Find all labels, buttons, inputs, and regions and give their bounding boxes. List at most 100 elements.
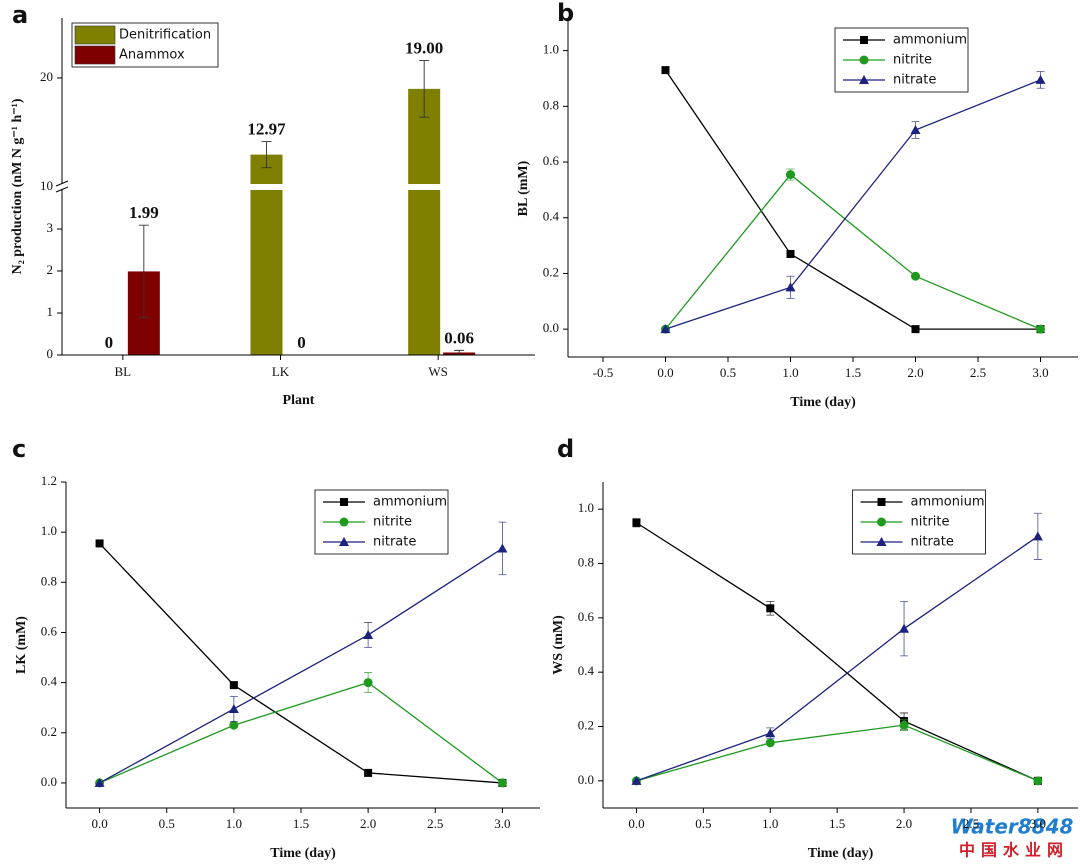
legend-label: Denitrification (119, 28, 211, 43)
y-tick-label: 0.6 (41, 623, 58, 638)
marker (228, 703, 239, 713)
panel-letter: c (12, 435, 26, 463)
series-line (664, 173, 1041, 330)
legend-label: ammonium (893, 33, 967, 48)
series-line (99, 542, 503, 784)
y-axis-label: BL (mM) (516, 160, 531, 216)
y-tick-label: 0.2 (543, 264, 559, 279)
y-tick-label: 1.0 (41, 523, 57, 538)
legend-marker (339, 537, 349, 546)
marker (661, 66, 670, 75)
x-tick-label: 1.0 (226, 816, 242, 831)
panel-letter: a (12, 1, 28, 29)
value-label: 0.06 (444, 328, 474, 347)
x-tick-label: 2.5 (970, 365, 986, 380)
marker (1035, 74, 1046, 84)
legend-swatch (74, 25, 116, 45)
marker (1036, 324, 1045, 334)
x-axis-label: Time (day) (808, 846, 874, 861)
x-axis-label: Time (day) (790, 395, 856, 410)
x-tick-label: LK (272, 364, 290, 379)
series-line (636, 522, 1039, 782)
y-tick-label: 3 (47, 220, 54, 235)
legend-label: nitrite (893, 53, 932, 68)
y-tick-label: 0.2 (41, 724, 57, 739)
y-tick-label: 0.8 (578, 554, 594, 569)
marker (94, 777, 105, 787)
legend-marker (876, 537, 887, 546)
marker (660, 324, 671, 334)
x-tick-label: 3.0 (1032, 365, 1048, 380)
marker (786, 170, 795, 180)
x-tick-label: 0.5 (159, 816, 175, 831)
legend-swatch (74, 45, 116, 65)
x-tick-label: 0.5 (720, 365, 736, 380)
marker (497, 543, 508, 553)
bar (408, 88, 441, 355)
x-tick-label: 0.0 (628, 816, 644, 831)
marker (785, 282, 796, 292)
y-tick-label: 0.6 (543, 153, 560, 168)
x-tick-label: 2.0 (907, 365, 923, 380)
y-tick-label: 0.6 (578, 609, 595, 624)
x-tick-label: 1.0 (762, 816, 778, 831)
legend-label: ammonium (373, 495, 447, 510)
y-axis-label: WS (mM) (551, 615, 566, 675)
marker (911, 325, 920, 334)
marker (766, 604, 775, 613)
marker (1032, 531, 1043, 541)
y-tick-label: 0.4 (41, 674, 58, 689)
marker (363, 629, 374, 639)
x-tick-label: BL (115, 364, 132, 379)
y-tick-label: 0 (47, 346, 54, 361)
y-tick-label: 1.2 (41, 473, 57, 488)
error-bar (138, 224, 149, 319)
y-tick-label: 0.8 (543, 97, 559, 112)
y-tick-label: 20 (40, 69, 53, 84)
marker (899, 720, 909, 730)
x-axis-label: Time (day) (270, 846, 336, 861)
y-tick-label: 1.0 (578, 500, 594, 515)
y-tick-label: 0.0 (543, 320, 559, 335)
watermark-text: 中国水业网 (959, 841, 1069, 860)
marker (363, 678, 373, 688)
x-tick-label: -0.5 (593, 365, 614, 380)
y-tick-label: 0.0 (41, 774, 57, 789)
x-tick-label: 0.0 (91, 816, 107, 831)
legend-label: nitrate (893, 73, 936, 88)
error-bar (261, 141, 272, 169)
x-tick-label: WS (428, 364, 448, 379)
x-tick-label: 3.0 (494, 816, 510, 831)
series-line (99, 547, 503, 784)
marker (765, 728, 776, 738)
value-label: 1.99 (129, 203, 159, 222)
legend-label: ammonium (911, 495, 985, 510)
legend-marker (877, 498, 886, 506)
legend-label: nitrite (373, 515, 412, 530)
x-tick-label: 2.5 (963, 816, 979, 831)
value-label: 0 (297, 333, 306, 352)
y-tick-label: 0.2 (578, 717, 594, 732)
x-tick-label: 0.5 (695, 816, 711, 831)
y-axis-label: N₂ production (nM N g⁻¹ h⁻¹) (10, 98, 25, 274)
series-line (636, 535, 1039, 782)
watermark-logo: Water8848 (951, 815, 1074, 839)
y-tick-label: 2 (47, 262, 54, 277)
panel-letter: d (557, 435, 574, 463)
value-label: 12.97 (247, 119, 286, 138)
y-tick-label: 10 (40, 178, 53, 193)
x-tick-label: 1.5 (293, 816, 309, 831)
marker (910, 125, 921, 135)
axis-break-gap (63, 184, 536, 190)
x-axis-label: Plant (283, 393, 315, 408)
marker (911, 271, 920, 281)
legend-marker (877, 517, 886, 527)
x-tick-label: 3.0 (1030, 816, 1046, 831)
y-tick-label: 1 (47, 304, 54, 319)
series-line (665, 79, 1041, 330)
series-line (636, 724, 1039, 782)
legend-marker (860, 36, 868, 44)
marker (95, 539, 104, 548)
marker (765, 738, 775, 748)
